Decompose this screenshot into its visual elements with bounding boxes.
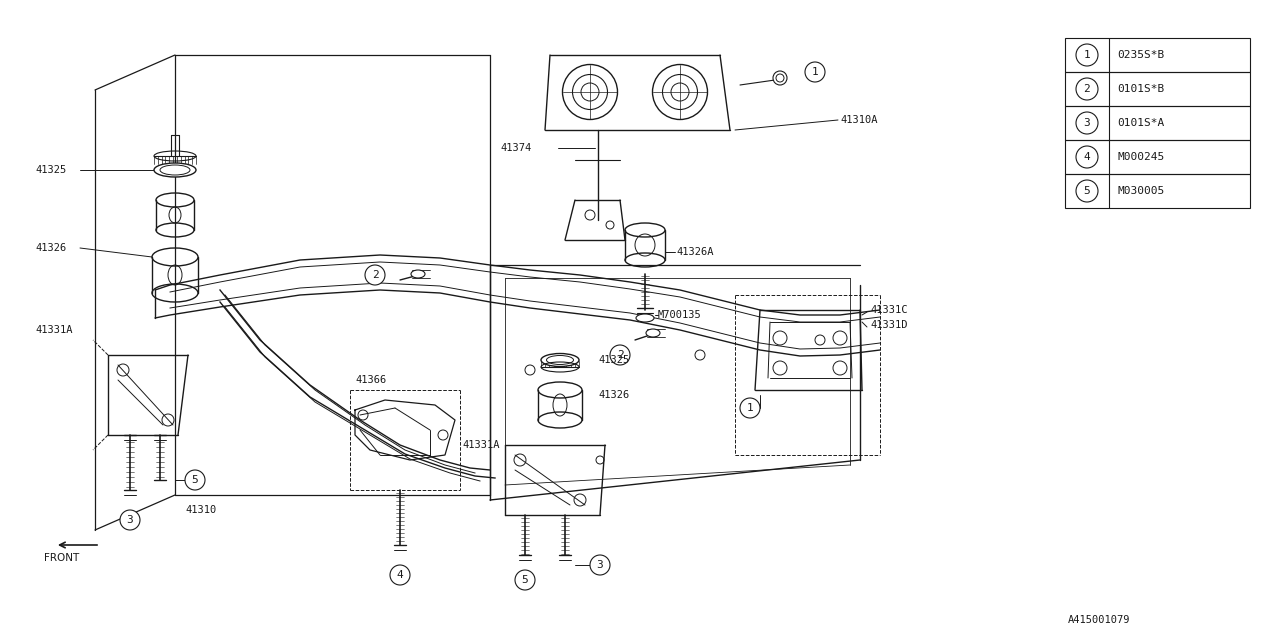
Text: 41331A: 41331A (35, 325, 73, 335)
Circle shape (186, 470, 205, 490)
Circle shape (1076, 78, 1098, 100)
Text: FRONT: FRONT (45, 553, 79, 563)
Text: 3: 3 (1084, 118, 1091, 128)
Text: 5: 5 (1084, 186, 1091, 196)
Text: 1: 1 (812, 67, 818, 77)
Circle shape (740, 398, 760, 418)
Circle shape (390, 565, 410, 585)
Circle shape (515, 570, 535, 590)
Circle shape (590, 555, 611, 575)
Circle shape (1076, 146, 1098, 168)
Text: 4: 4 (1084, 152, 1091, 162)
Text: 2: 2 (617, 350, 623, 360)
Ellipse shape (773, 71, 787, 85)
Ellipse shape (541, 353, 579, 367)
Text: 41310: 41310 (186, 505, 216, 515)
Circle shape (365, 265, 385, 285)
Ellipse shape (646, 329, 660, 337)
Text: M030005: M030005 (1117, 186, 1165, 196)
Bar (1065, 106, 1251, 140)
Text: 41331D: 41331D (870, 320, 908, 330)
Text: 41366: 41366 (355, 375, 387, 385)
Text: 41326: 41326 (598, 390, 630, 400)
Text: 2: 2 (371, 270, 379, 280)
Text: 41325: 41325 (598, 355, 630, 365)
Circle shape (805, 62, 826, 82)
Bar (1065, 174, 1251, 208)
Text: M700135: M700135 (658, 310, 701, 320)
Text: 5: 5 (522, 575, 529, 585)
Circle shape (1076, 44, 1098, 66)
Text: 41326: 41326 (35, 243, 67, 253)
Bar (1065, 72, 1251, 106)
Text: A415001079: A415001079 (1068, 615, 1130, 625)
Text: 3: 3 (127, 515, 133, 525)
Ellipse shape (636, 314, 654, 322)
Text: 0101S*B: 0101S*B (1117, 84, 1165, 94)
Text: 5: 5 (192, 475, 198, 485)
Text: 0101S*A: 0101S*A (1117, 118, 1165, 128)
Circle shape (120, 510, 140, 530)
Text: 41310A: 41310A (840, 115, 878, 125)
Text: 41374: 41374 (500, 143, 531, 153)
Ellipse shape (411, 270, 425, 278)
Text: 2: 2 (1084, 84, 1091, 94)
Text: 41331C: 41331C (870, 305, 908, 315)
Circle shape (611, 345, 630, 365)
Ellipse shape (154, 163, 196, 177)
Text: 4: 4 (397, 570, 403, 580)
Text: 41326A: 41326A (676, 247, 713, 257)
Circle shape (1076, 112, 1098, 134)
Bar (1065, 140, 1251, 174)
Text: 0235S*B: 0235S*B (1117, 50, 1165, 60)
Text: M000245: M000245 (1117, 152, 1165, 162)
Text: 1: 1 (1084, 50, 1091, 60)
Text: 41331A: 41331A (462, 440, 500, 450)
Text: 3: 3 (596, 560, 603, 570)
Text: 1: 1 (746, 403, 754, 413)
Circle shape (1076, 180, 1098, 202)
Bar (1065, 38, 1251, 72)
Text: 41325: 41325 (35, 165, 67, 175)
